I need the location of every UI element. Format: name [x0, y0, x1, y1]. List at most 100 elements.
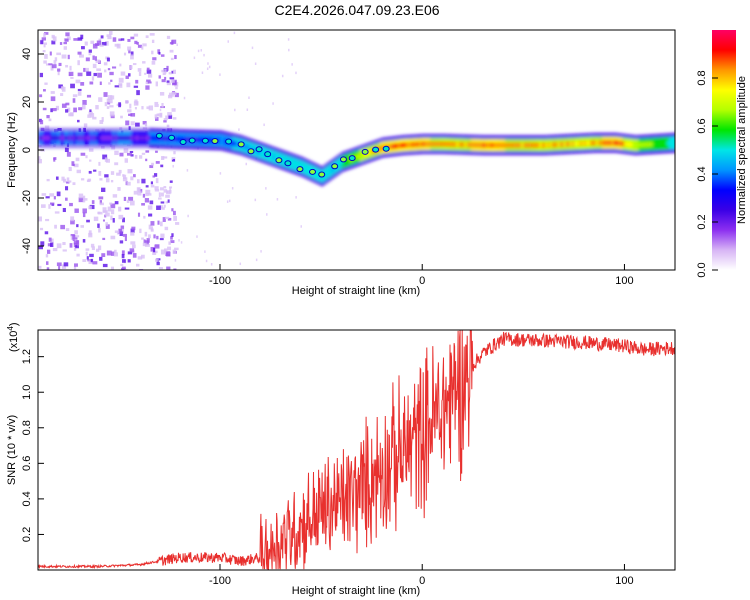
ridge-core [543, 142, 546, 148]
spectrogram-panel: -100 0 100 -40 -20 0 20 40 Height of straight … [6, 29, 676, 297]
noise-speck [105, 212, 110, 217]
noise-speck [81, 104, 86, 110]
noise-speck [146, 106, 150, 110]
noise-speck [98, 170, 102, 176]
noise-speck [90, 113, 95, 118]
ridge-blob [339, 156, 347, 163]
ridge-core [76, 135, 79, 141]
ridge-core [86, 135, 89, 141]
ridge-core [64, 135, 67, 141]
noise-speck [157, 49, 161, 54]
noise-speck [129, 65, 133, 70]
ridge-core [672, 140, 675, 146]
noise-speck [119, 240, 124, 244]
noise-speck [248, 96, 250, 100]
noise-speck [100, 35, 104, 39]
noise-speck [40, 40, 44, 45]
ridge-core [282, 157, 285, 163]
ridge-core [620, 141, 623, 147]
ridge-core [70, 135, 73, 141]
noise-speck [96, 40, 102, 46]
ridge-blob [188, 137, 196, 144]
ridge-blob [201, 137, 209, 144]
ridge-core [664, 140, 668, 146]
noise-speck [170, 57, 174, 61]
noise-speck [155, 81, 158, 87]
ridge-core [662, 141, 666, 147]
noise-speck [102, 219, 105, 222]
noise-speck [166, 251, 171, 257]
noise-speck [169, 189, 172, 194]
noise-speck [110, 215, 113, 221]
noise-speck [99, 256, 103, 261]
ridge-core [133, 135, 136, 141]
ridge-core [523, 142, 526, 148]
noise-speck [255, 258, 258, 262]
noise-speck [164, 216, 170, 219]
noise-speck [89, 253, 94, 258]
colorbar-tick-label: 0.2 [696, 214, 708, 229]
noise-speck [171, 233, 174, 237]
ridge-blob [255, 146, 263, 153]
noise-speck [114, 150, 119, 156]
ridge-core [329, 168, 332, 174]
ridge-core [596, 140, 599, 146]
ridge-core [44, 135, 47, 141]
noise-speck [171, 158, 176, 162]
noise-speck [86, 94, 92, 98]
ridge-core [185, 136, 188, 142]
ridge-core [120, 135, 124, 141]
noise-speck [124, 236, 127, 242]
noise-speck [276, 198, 279, 201]
ridge-core [399, 142, 403, 148]
noise-speck [73, 265, 77, 270]
ridge-core [490, 142, 494, 148]
noise-speck [263, 123, 265, 127]
ridge-core [571, 141, 575, 147]
noise-speck [53, 196, 56, 200]
noise-speck [91, 246, 95, 251]
ridge-core [404, 142, 407, 148]
noise-speck [160, 221, 163, 227]
ridge-blob [247, 148, 255, 155]
noise-speck [109, 71, 114, 76]
noise-speck [91, 200, 95, 204]
noise-speck [155, 161, 160, 164]
colorbar-tick-label: 0.6 [696, 118, 708, 133]
ridge-core [248, 145, 251, 151]
noise-speck [173, 151, 176, 155]
spectrogram-x-axis-label: Height of straight line (km) [292, 285, 420, 297]
ridge-core [430, 141, 433, 147]
noise-speck [281, 74, 284, 78]
noise-speck [110, 209, 115, 215]
noise-speck [61, 103, 67, 108]
noise-speck [151, 61, 156, 65]
noise-speck [106, 106, 110, 109]
noise-speck [137, 191, 142, 196]
spectrogram-ridge-blobs [155, 132, 390, 178]
noise-speck [114, 201, 119, 205]
ridge-core [110, 135, 114, 141]
ridge-core [96, 135, 99, 141]
ridge-core [207, 137, 211, 143]
noise-speck [87, 114, 91, 118]
noise-speck [80, 82, 85, 86]
ridge-core [584, 140, 587, 146]
noise-speck [295, 196, 297, 199]
noise-speck [118, 214, 124, 220]
noise-speck [145, 192, 149, 197]
noise-speck [169, 180, 173, 183]
noise-speck [122, 177, 128, 182]
noise-speck [82, 195, 86, 200]
noise-speck [152, 175, 156, 178]
noise-speck [41, 37, 47, 41]
ridge-core [632, 142, 635, 148]
noise-speck [161, 207, 165, 210]
noise-speck [76, 169, 81, 174]
noise-speck [166, 82, 171, 86]
ridge-core [652, 141, 656, 147]
noise-speck [53, 157, 56, 162]
ridge-blob [284, 160, 292, 167]
ridge-core [488, 142, 492, 148]
ridge-core [551, 142, 554, 148]
